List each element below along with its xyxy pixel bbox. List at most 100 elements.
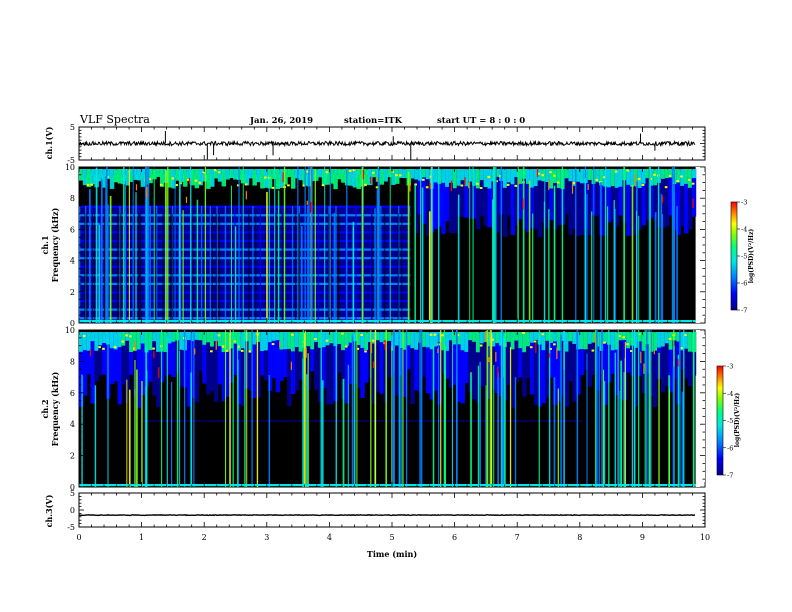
spec-hotspot: [376, 177, 378, 182]
sferic-streak: [182, 210, 184, 323]
spec-cell: [337, 332, 342, 345]
sferic-streak: [617, 330, 619, 487]
spec-cell: [653, 332, 658, 408]
spec-cell: [321, 169, 327, 185]
spec-cell: [479, 332, 485, 387]
spec-cell: [506, 332, 512, 385]
spec-cell: [510, 332, 516, 409]
y-tick-label: 10: [65, 163, 75, 172]
spec-cell: [448, 332, 454, 388]
spec-cell: [560, 332, 566, 341]
spec-band: [270, 420, 273, 422]
sferic-streak: [431, 167, 433, 323]
spec-hotspot: [437, 348, 439, 354]
sferic-streak: [399, 330, 401, 487]
sferic-streak: [489, 330, 492, 487]
spec-cell: [529, 169, 535, 188]
ch1-spec-ylabel-frequency: Frequency (kHz): [50, 207, 60, 282]
spec-cell: [117, 332, 122, 348]
spec-cell: [86, 183, 90, 186]
spec-band: [282, 420, 285, 422]
y-tick-label: 8: [70, 357, 75, 366]
spec-cell: [171, 332, 176, 342]
spec-hotspot: [306, 200, 308, 206]
spec-cell: [564, 169, 570, 215]
spec-cell: [279, 332, 284, 350]
spec-cell: [633, 332, 639, 407]
spec-cell: [595, 169, 600, 183]
spec-hotspot: [488, 357, 490, 363]
spec-cell: [102, 332, 107, 343]
spec-cell: [186, 169, 192, 181]
spec-cell: [263, 332, 269, 351]
spec-band: [507, 420, 510, 422]
spec-band: [150, 420, 153, 422]
sferic-streak: [557, 388, 560, 487]
spec-band: [213, 420, 216, 422]
sferic-streak: [232, 330, 234, 487]
ch3-waveform-trace: [79, 514, 696, 517]
sferic-streak: [106, 204, 109, 323]
spec-cell: [637, 332, 643, 376]
interference-gap: [120, 213, 122, 323]
spec-cell: [395, 174, 398, 177]
spec-band: [378, 420, 381, 422]
spec-cell: [553, 332, 558, 342]
y-tick-label: 5: [70, 489, 75, 498]
spec-band: [414, 420, 417, 422]
spec-cell: [314, 332, 319, 343]
spec-cell: [526, 169, 531, 233]
spec-cell: [240, 332, 246, 407]
spec-cell: [325, 169, 331, 185]
interference-vline: [200, 206, 203, 323]
interference-stripe: [79, 299, 411, 303]
sferic-streak: [153, 167, 155, 323]
spec-cell: [395, 332, 400, 396]
spec-cell: [82, 332, 88, 396]
spec-band: [429, 420, 432, 422]
spec-cell: [98, 332, 103, 376]
spec-cell: [591, 332, 597, 375]
interference-gap: [274, 213, 277, 323]
spec-cell: [591, 349, 595, 352]
sferic-streak: [491, 199, 494, 323]
spec-cell: [163, 332, 169, 352]
sferic-streak: [238, 167, 240, 323]
spec-hotspot: [134, 340, 136, 352]
spec-cell: [549, 332, 554, 378]
sferic-streak: [132, 167, 134, 323]
spec-hotspot: [194, 348, 196, 355]
spec-cell: [591, 332, 597, 343]
spec-cell: [132, 347, 136, 350]
spec-cell: [171, 332, 176, 378]
spec-cell: [287, 332, 292, 407]
spec-cell: [136, 332, 142, 409]
spec-cell: [587, 332, 593, 344]
spec-cell: [664, 169, 670, 179]
ch2-colorbar-label: log(PSD)(V²/Hz): [734, 393, 741, 448]
spec-hotspot: [185, 196, 188, 203]
ch2-spectrogram-image: [79, 330, 705, 487]
spec-cell: [468, 332, 473, 341]
spec-cell: [684, 334, 687, 337]
sferic-streak: [677, 354, 680, 487]
spec-cell: [472, 169, 477, 219]
sferic-streak: [623, 167, 626, 323]
spec-cell: [676, 169, 681, 183]
spec-cell: [202, 169, 207, 182]
sferic-streak: [470, 372, 472, 487]
spec-cell: [421, 332, 427, 377]
spec-cell: [279, 169, 284, 188]
interference-gap: [104, 213, 106, 323]
interference-vline: [85, 206, 87, 323]
spec-cell: [140, 169, 146, 187]
sferic-streak: [300, 225, 303, 323]
spec-cell: [687, 169, 693, 230]
spec-cell: [641, 332, 647, 394]
interference-stripe: [79, 257, 411, 260]
spec-cell: [121, 332, 126, 346]
y-tick-label: 0: [70, 483, 75, 492]
spec-cell: [375, 332, 381, 341]
spec-band: [249, 420, 252, 422]
sferic-streak: [631, 184, 634, 323]
